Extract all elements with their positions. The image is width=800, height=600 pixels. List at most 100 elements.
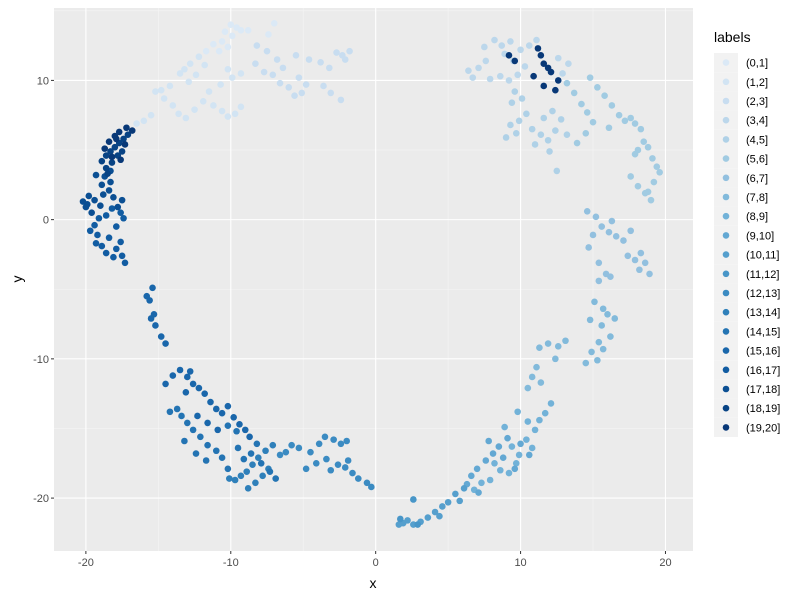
data-point (631, 120, 639, 127)
data-point (102, 249, 110, 257)
data-point (397, 515, 404, 523)
data-point (583, 207, 591, 215)
data-point (147, 111, 155, 119)
data-point (517, 440, 524, 448)
data-point (173, 405, 181, 413)
data-point (312, 459, 320, 467)
data-point (241, 426, 249, 434)
data-point (321, 433, 329, 441)
data-point (118, 196, 126, 204)
data-point (282, 448, 290, 456)
data-point (169, 102, 177, 109)
data-point (226, 475, 233, 482)
data-point (589, 118, 597, 126)
data-point (92, 171, 100, 179)
data-point (599, 305, 607, 313)
data-point (105, 138, 113, 145)
data-point (192, 71, 200, 79)
data-point (210, 40, 217, 48)
data-point (117, 156, 124, 164)
data-point (637, 249, 645, 257)
data-point (547, 400, 555, 407)
data-point (246, 433, 253, 441)
data-point (644, 143, 652, 151)
legend-label: (12,13] (746, 288, 780, 300)
data-point (189, 426, 197, 434)
data-point (414, 521, 421, 528)
data-point (276, 79, 284, 87)
data-point (326, 64, 333, 72)
data-point (237, 103, 245, 111)
data-point (511, 88, 519, 95)
data-point (540, 60, 548, 67)
data-point (502, 134, 510, 141)
data-point (252, 479, 259, 487)
data-point (307, 448, 314, 456)
legend-label: (13,14] (746, 307, 780, 319)
legend-swatch (722, 347, 730, 354)
data-point (589, 231, 597, 239)
x-tick-label: -20 (78, 557, 94, 569)
data-point (189, 380, 197, 388)
legend-swatch (722, 308, 730, 316)
data-point (436, 512, 443, 520)
data-point (259, 472, 266, 480)
data-point (204, 441, 211, 449)
data-point (586, 74, 594, 81)
data-point (641, 189, 649, 197)
data-point (247, 450, 255, 457)
data-point (637, 125, 645, 133)
data-point (108, 205, 116, 212)
data-point (195, 53, 203, 61)
data-point (317, 59, 324, 66)
data-point (227, 21, 235, 29)
data-point (504, 434, 511, 442)
data-point (91, 221, 98, 229)
data-point (511, 57, 519, 65)
data-point (224, 65, 232, 73)
data-point (79, 198, 87, 205)
data-point (99, 191, 107, 198)
legend-label: (10,11] (746, 250, 779, 262)
data-point (201, 390, 208, 397)
legend-label: (3,4] (746, 115, 768, 127)
data-point (276, 451, 284, 459)
data-point (540, 82, 548, 90)
data-point (562, 337, 569, 345)
data-point (563, 131, 571, 138)
data-point (184, 419, 191, 427)
legend-label: (4,5] (746, 134, 768, 146)
data-point (212, 447, 220, 455)
data-point (108, 153, 116, 161)
data-point (120, 135, 127, 143)
data-point (650, 178, 658, 186)
data-point (327, 466, 335, 474)
data-point (444, 498, 452, 506)
data-point (594, 356, 601, 364)
data-point (143, 292, 151, 300)
data-point (205, 88, 213, 95)
data-point (184, 373, 191, 381)
data-point (182, 388, 190, 396)
y-tick-label: 0 (43, 215, 49, 227)
data-point (656, 168, 663, 176)
data-point (120, 214, 127, 222)
data-point (231, 110, 239, 118)
data-point (333, 49, 340, 56)
y-axis-title: y (9, 276, 25, 283)
data-point (224, 422, 232, 429)
data-point (631, 150, 639, 158)
data-point (191, 106, 198, 113)
data-point (285, 84, 293, 91)
data-point (95, 214, 103, 222)
data-point (162, 340, 169, 347)
legend-label: (8,9] (746, 211, 768, 223)
legend-swatch (722, 136, 730, 143)
data-point (341, 464, 349, 471)
data-point (185, 78, 193, 86)
data-point (525, 451, 533, 459)
data-point (570, 89, 578, 97)
data-point (354, 475, 362, 482)
data-point (110, 194, 117, 201)
